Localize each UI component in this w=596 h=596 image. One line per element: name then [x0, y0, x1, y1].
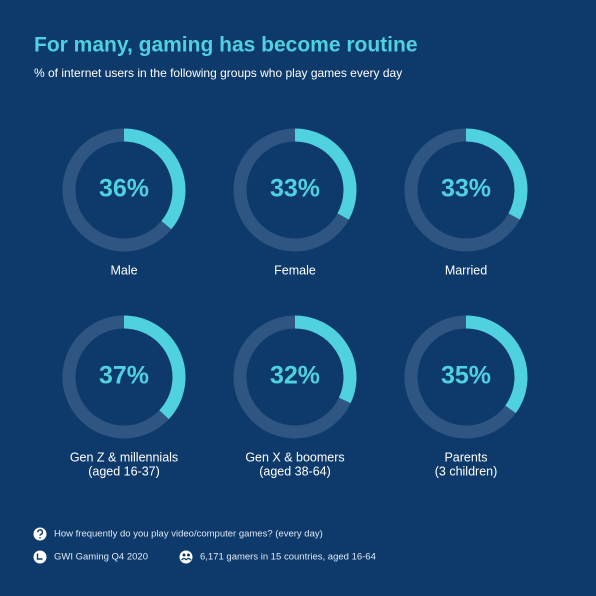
- category-label: Parents: [444, 450, 487, 464]
- category-label: Gen X & boomers: [245, 450, 344, 464]
- value-label: 35%: [441, 362, 491, 390]
- footer-sample: 6,171 gamers in 15 countries, aged 16-64: [200, 552, 376, 563]
- people-icon: [179, 550, 193, 564]
- question-icon: [33, 527, 47, 541]
- donut-arc: [123, 315, 186, 420]
- category-label: Married: [445, 263, 487, 277]
- source-icon: [33, 550, 47, 564]
- value-label: 36%: [99, 175, 149, 203]
- category-label: (3 children): [435, 464, 498, 478]
- category-label: Female: [274, 263, 316, 277]
- donut-arc: [465, 315, 528, 414]
- donut-arc: [294, 128, 357, 220]
- category-label: Gen Z & millennials: [70, 450, 178, 464]
- category-label: (aged 16-37): [88, 464, 160, 478]
- donut-arc: [294, 315, 357, 404]
- value-label: 33%: [441, 175, 491, 203]
- category-label: Male: [110, 263, 137, 277]
- footer-source: GWI Gaming Q4 2020: [54, 552, 148, 563]
- value-label: 32%: [270, 362, 320, 390]
- footer-question: How frequently do you play video/compute…: [54, 529, 323, 540]
- category-label: (aged 38-64): [259, 464, 331, 478]
- subtitle: % of internet users in the following gro…: [34, 66, 402, 80]
- value-label: 33%: [270, 175, 320, 203]
- donut-arc: [123, 128, 186, 230]
- donut-arc: [465, 128, 528, 220]
- value-label: 37%: [99, 362, 149, 390]
- title: For many, gaming has become routine: [34, 34, 418, 57]
